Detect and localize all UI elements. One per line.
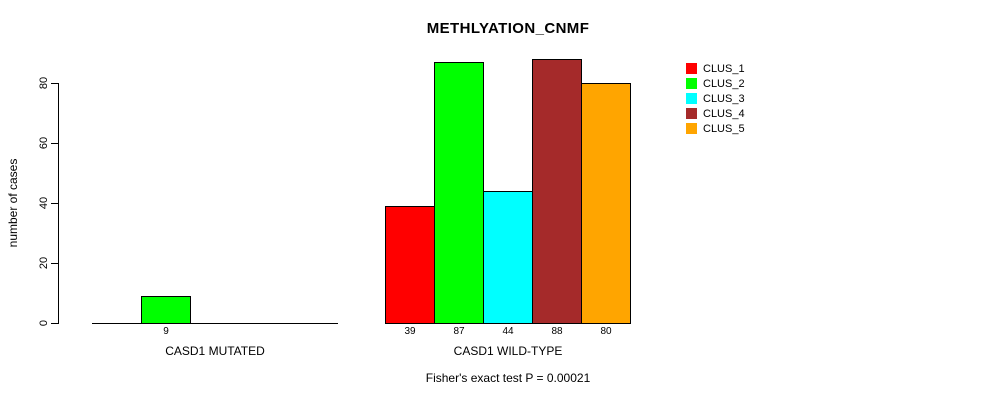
bar-value-label-clus-3-casd1-wild-type: 44 [502, 326, 514, 337]
chart-title: METHLYATION_CNMF [426, 20, 590, 37]
legend-item: CLUS_5 [686, 121, 745, 136]
y-axis-tick-label: 60 [38, 136, 50, 150]
y-axis-tick-label: 40 [38, 196, 50, 210]
legend-label: CLUS_2 [703, 77, 745, 90]
bar-clus-4-casd1-wild-type [532, 59, 582, 324]
bar-clus-5-casd1-mutated [288, 323, 338, 324]
legend-item: CLUS_4 [686, 106, 745, 121]
y-axis-tick-label: 0 [38, 319, 50, 327]
x-group-label: CASD1 MUTATED [165, 344, 265, 358]
legend-swatch-clus_4 [686, 108, 697, 119]
legend-item: CLUS_3 [686, 91, 745, 106]
y-axis-line [58, 83, 59, 324]
x-group-label: CASD1 WILD-TYPE [453, 344, 563, 358]
bar-value-label-clus-2-casd1-mutated: 9 [163, 326, 169, 337]
legend-label: CLUS_3 [703, 92, 745, 105]
y-axis-tick [51, 203, 58, 204]
legend-swatch-clus_2 [686, 78, 697, 89]
bar-clus-3-casd1-wild-type [483, 191, 533, 324]
legend-label: CLUS_4 [703, 107, 745, 120]
y-axis-tick [51, 83, 58, 84]
y-axis-tick [51, 263, 58, 264]
legend-label: CLUS_5 [703, 122, 745, 135]
legend-swatch-clus_1 [686, 63, 697, 74]
bar-clus-2-casd1-mutated [141, 296, 191, 324]
bar-value-label-clus-1-casd1-wild-type: 39 [404, 326, 416, 337]
bar-clus-1-casd1-wild-type [385, 206, 435, 324]
bar-value-label-clus-4-casd1-wild-type: 88 [551, 326, 563, 337]
bar-clus-3-casd1-mutated [190, 323, 240, 324]
bar-value-label-clus-2-casd1-wild-type: 87 [453, 326, 465, 337]
y-axis-tick [51, 143, 58, 144]
legend: CLUS_1 CLUS_2 CLUS_3 CLUS_4 CLUS_5 [686, 61, 745, 136]
bar-value-label-clus-5-casd1-wild-type: 80 [600, 326, 612, 337]
legend-swatch-clus_3 [686, 93, 697, 104]
bar-clus-2-casd1-wild-type [434, 62, 484, 324]
bar-clus-5-casd1-wild-type [581, 83, 631, 324]
y-axis-tick-label: 20 [38, 256, 50, 270]
y-axis-tick-label: 80 [38, 76, 50, 90]
bar-clus-4-casd1-mutated [239, 323, 289, 324]
fisher-test-annotation: Fisher's exact test P = 0.00021 [425, 371, 591, 385]
bar-clus-1-casd1-mutated [92, 323, 142, 324]
y-axis-label: number of cases [6, 158, 20, 248]
legend-item: CLUS_1 [686, 61, 745, 76]
legend-item: CLUS_2 [686, 76, 745, 91]
legend-label: CLUS_1 [703, 62, 745, 75]
legend-swatch-clus_5 [686, 123, 697, 134]
y-axis-tick [51, 323, 58, 324]
